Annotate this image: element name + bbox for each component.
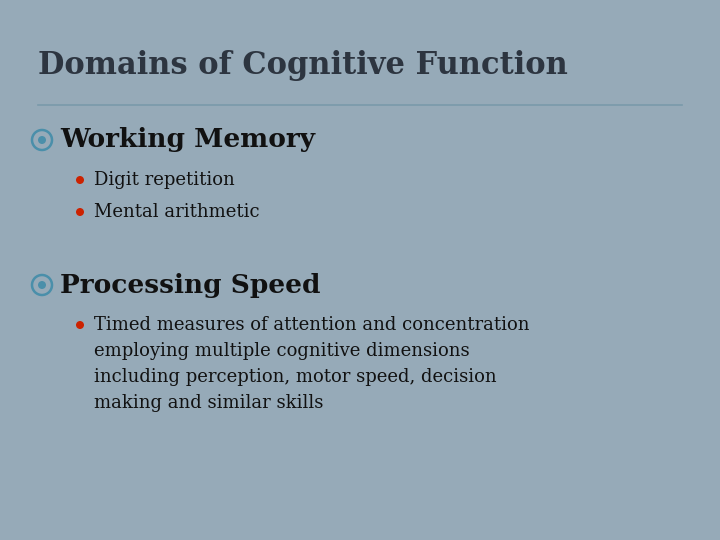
Text: Domains of Cognitive Function: Domains of Cognitive Function — [38, 50, 568, 81]
Circle shape — [38, 136, 46, 144]
Text: Digit repetition: Digit repetition — [94, 171, 235, 189]
Circle shape — [76, 208, 84, 216]
Circle shape — [76, 176, 84, 184]
Text: making and similar skills: making and similar skills — [94, 394, 323, 412]
Text: Processing Speed: Processing Speed — [60, 273, 320, 298]
FancyBboxPatch shape — [8, 8, 712, 532]
Text: including perception, motor speed, decision: including perception, motor speed, decis… — [94, 368, 497, 386]
Text: Timed measures of attention and concentration: Timed measures of attention and concentr… — [94, 316, 529, 334]
Text: Mental arithmetic: Mental arithmetic — [94, 203, 260, 221]
Text: Working Memory: Working Memory — [60, 127, 315, 152]
Text: employing multiple cognitive dimensions: employing multiple cognitive dimensions — [94, 342, 469, 360]
Circle shape — [76, 321, 84, 329]
Circle shape — [38, 281, 46, 289]
